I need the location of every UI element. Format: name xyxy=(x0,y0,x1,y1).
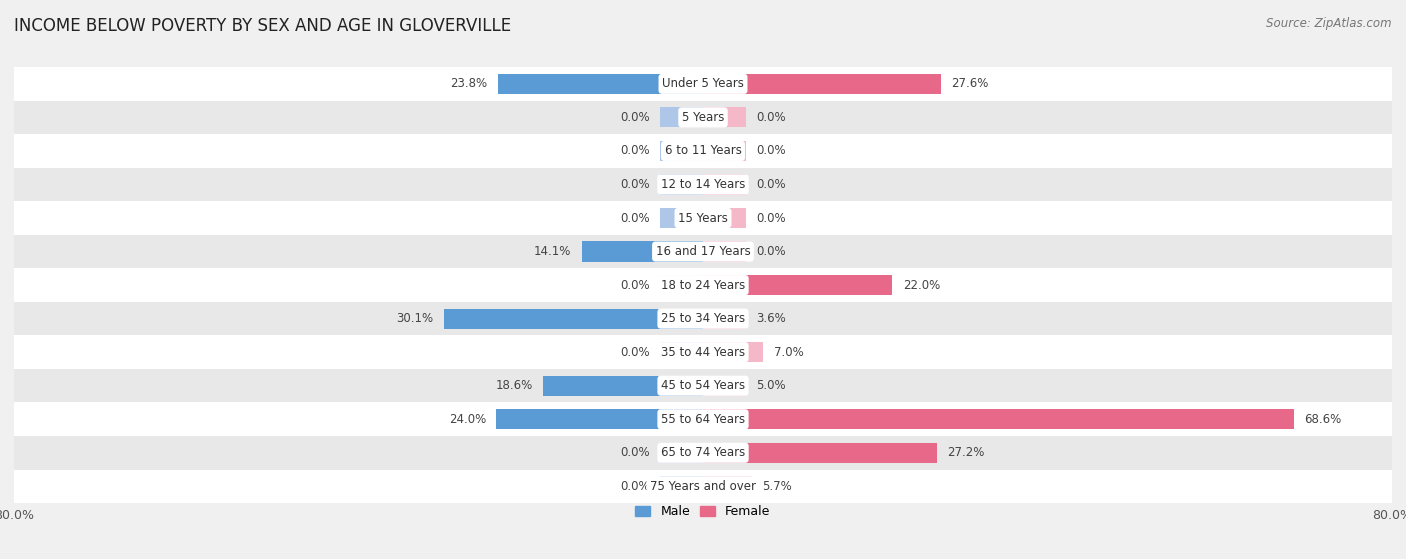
Bar xyxy=(659,342,703,362)
Legend: Male, Female: Male, Female xyxy=(630,500,776,523)
Bar xyxy=(703,107,747,127)
Text: 12 to 14 Years: 12 to 14 Years xyxy=(661,178,745,191)
Text: Under 5 Years: Under 5 Years xyxy=(662,77,744,91)
Bar xyxy=(703,409,1294,429)
Text: 68.6%: 68.6% xyxy=(1305,413,1341,426)
Bar xyxy=(659,174,703,195)
Bar xyxy=(703,74,941,94)
Text: Source: ZipAtlas.com: Source: ZipAtlas.com xyxy=(1267,17,1392,30)
Bar xyxy=(14,402,1392,436)
Text: 22.0%: 22.0% xyxy=(903,278,941,292)
Bar xyxy=(14,470,1392,503)
Text: 0.0%: 0.0% xyxy=(756,111,786,124)
Bar xyxy=(14,67,1392,101)
Text: 25 to 34 Years: 25 to 34 Years xyxy=(661,312,745,325)
Text: 35 to 44 Years: 35 to 44 Years xyxy=(661,345,745,359)
Text: 7.0%: 7.0% xyxy=(773,345,803,359)
Text: 5 Years: 5 Years xyxy=(682,111,724,124)
Text: 14.1%: 14.1% xyxy=(534,245,571,258)
Bar xyxy=(14,436,1392,470)
Bar xyxy=(703,443,938,463)
Text: 24.0%: 24.0% xyxy=(449,413,486,426)
Bar xyxy=(703,275,893,295)
Bar xyxy=(14,235,1392,268)
Bar xyxy=(14,101,1392,134)
Bar xyxy=(703,174,747,195)
Bar xyxy=(14,302,1392,335)
Bar xyxy=(659,141,703,161)
Text: 0.0%: 0.0% xyxy=(756,144,786,158)
Bar xyxy=(444,309,703,329)
Text: 30.1%: 30.1% xyxy=(396,312,433,325)
Text: INCOME BELOW POVERTY BY SEX AND AGE IN GLOVERVILLE: INCOME BELOW POVERTY BY SEX AND AGE IN G… xyxy=(14,17,512,35)
Text: 0.0%: 0.0% xyxy=(620,178,650,191)
Text: 27.2%: 27.2% xyxy=(948,446,986,459)
Text: 6 to 11 Years: 6 to 11 Years xyxy=(665,144,741,158)
Bar xyxy=(582,241,703,262)
Bar xyxy=(14,168,1392,201)
Bar xyxy=(14,369,1392,402)
Bar xyxy=(703,141,747,161)
Bar xyxy=(703,476,752,496)
Text: 16 and 17 Years: 16 and 17 Years xyxy=(655,245,751,258)
Text: 0.0%: 0.0% xyxy=(620,345,650,359)
Text: 0.0%: 0.0% xyxy=(620,211,650,225)
Bar xyxy=(14,268,1392,302)
Bar xyxy=(14,335,1392,369)
Text: 45 to 54 Years: 45 to 54 Years xyxy=(661,379,745,392)
Text: 18.6%: 18.6% xyxy=(495,379,533,392)
Text: 3.6%: 3.6% xyxy=(756,312,786,325)
Text: 5.0%: 5.0% xyxy=(756,379,786,392)
Bar xyxy=(703,342,763,362)
Bar xyxy=(659,275,703,295)
Text: 65 to 74 Years: 65 to 74 Years xyxy=(661,446,745,459)
Bar xyxy=(703,376,747,396)
Text: 15 Years: 15 Years xyxy=(678,211,728,225)
Text: 0.0%: 0.0% xyxy=(756,178,786,191)
Text: 27.6%: 27.6% xyxy=(950,77,988,91)
Bar xyxy=(659,443,703,463)
Text: 5.7%: 5.7% xyxy=(762,480,792,493)
Text: 0.0%: 0.0% xyxy=(620,480,650,493)
Text: 0.0%: 0.0% xyxy=(620,446,650,459)
Bar xyxy=(496,409,703,429)
Bar xyxy=(703,208,747,228)
Text: 75 Years and over: 75 Years and over xyxy=(650,480,756,493)
Bar xyxy=(703,241,747,262)
Text: 55 to 64 Years: 55 to 64 Years xyxy=(661,413,745,426)
Bar xyxy=(659,107,703,127)
Text: 18 to 24 Years: 18 to 24 Years xyxy=(661,278,745,292)
Bar xyxy=(543,376,703,396)
Bar xyxy=(14,134,1392,168)
Text: 23.8%: 23.8% xyxy=(450,77,488,91)
Text: 0.0%: 0.0% xyxy=(756,245,786,258)
Bar xyxy=(703,309,747,329)
Bar xyxy=(14,201,1392,235)
Bar xyxy=(659,208,703,228)
Bar xyxy=(498,74,703,94)
Bar xyxy=(659,476,703,496)
Text: 0.0%: 0.0% xyxy=(620,144,650,158)
Text: 0.0%: 0.0% xyxy=(620,278,650,292)
Text: 0.0%: 0.0% xyxy=(756,211,786,225)
Text: 0.0%: 0.0% xyxy=(620,111,650,124)
